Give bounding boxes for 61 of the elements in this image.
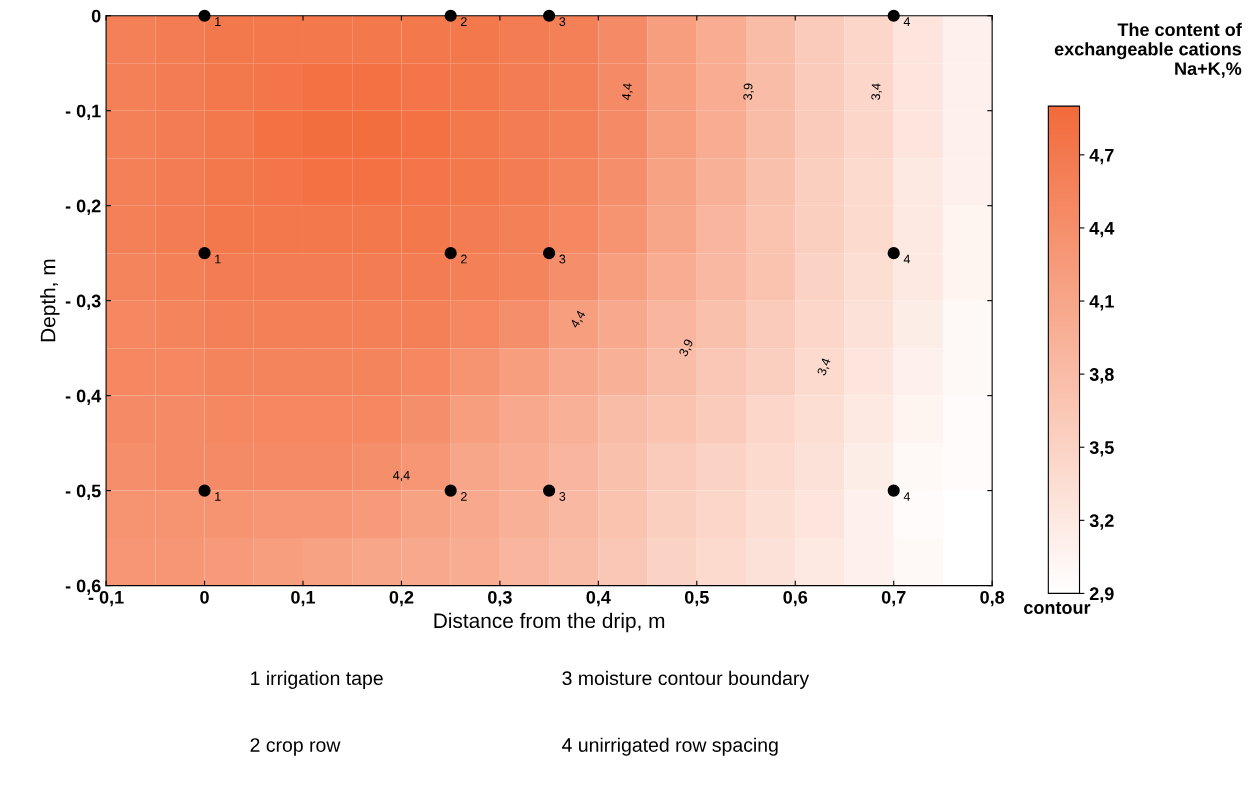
color-bar-label: 4,1 (1089, 295, 1114, 311)
annotation: 3,4 (816, 357, 833, 377)
point (543, 247, 556, 260)
annotation: 4,4 (569, 309, 587, 330)
color-bar-label: 2,9 (1089, 587, 1114, 603)
annotation: 4 (903, 254, 911, 264)
color-bar-label: 3,8 (1089, 368, 1114, 384)
x-tick-label: 0,1 (291, 590, 316, 607)
y-axis-title: Depth, m (40, 259, 60, 342)
annotation: 3 (559, 254, 566, 264)
annotation: 3 (559, 17, 566, 27)
text: 4 unirrigated row spacing (562, 737, 778, 756)
annotation: 4,4 (621, 82, 634, 101)
point (444, 247, 457, 260)
x-axis-title: Distance from the drip, m (434, 612, 665, 633)
color-bar-title: The content of exchangeable cations Na+K,% (1054, 22, 1242, 78)
annotation: 1 (215, 254, 221, 264)
point (887, 484, 900, 497)
annotation: 3,9 (743, 83, 755, 101)
point (543, 9, 556, 22)
y-tick-label: - 0,5 (65, 484, 101, 500)
text: 3 moisture contour boundary (562, 670, 810, 689)
x-tick-label: 0,6 (783, 590, 808, 607)
annotation: 3,4 (871, 83, 883, 101)
text: contour (1024, 602, 1091, 614)
color-bar-label: 3,2 (1089, 514, 1114, 530)
y-tick-label: - 0,1 (65, 104, 101, 121)
annotation: 2 (461, 492, 467, 501)
annotation: 2 (461, 254, 467, 264)
color-bar-label: 4,7 (1089, 148, 1114, 165)
x-tick-label: 0,8 (980, 590, 1005, 607)
point (198, 247, 211, 260)
annotation: 2 (461, 17, 467, 26)
annotation: 4 (903, 492, 911, 501)
point (887, 9, 900, 22)
color-bar-label: 3,5 (1089, 441, 1114, 457)
x-tick-label: 0,7 (881, 590, 906, 607)
annotation: 3,9 (678, 338, 695, 358)
text: 1 irrigation tape (251, 670, 383, 689)
annotation: 4 (903, 17, 911, 26)
point (198, 9, 211, 22)
point (198, 484, 211, 497)
x-tick-label: 0,4 (586, 590, 611, 607)
text: 2 crop row (250, 738, 341, 756)
x-tick-label: 0,3 (488, 590, 512, 607)
x-tick-label: 0,5 (684, 590, 709, 607)
y-tick-label: - 0,3 (65, 294, 101, 310)
point (444, 484, 457, 497)
color-bar-label: 4,4 (1089, 222, 1115, 238)
point (543, 484, 556, 497)
y-tick-label: - 0,2 (65, 199, 101, 216)
annotation: 1 (215, 492, 221, 501)
point (444, 9, 457, 22)
point (887, 247, 900, 260)
x-tick-label: 0 (200, 590, 209, 604)
annotation: 4,4 (393, 470, 410, 482)
annotation: 1 (215, 17, 221, 26)
y-tick-label: 0 (91, 9, 101, 23)
annotation: 3 (559, 492, 566, 501)
x-tick-label: 0,2 (389, 590, 414, 607)
y-tick-label: - 0,4 (65, 389, 102, 405)
